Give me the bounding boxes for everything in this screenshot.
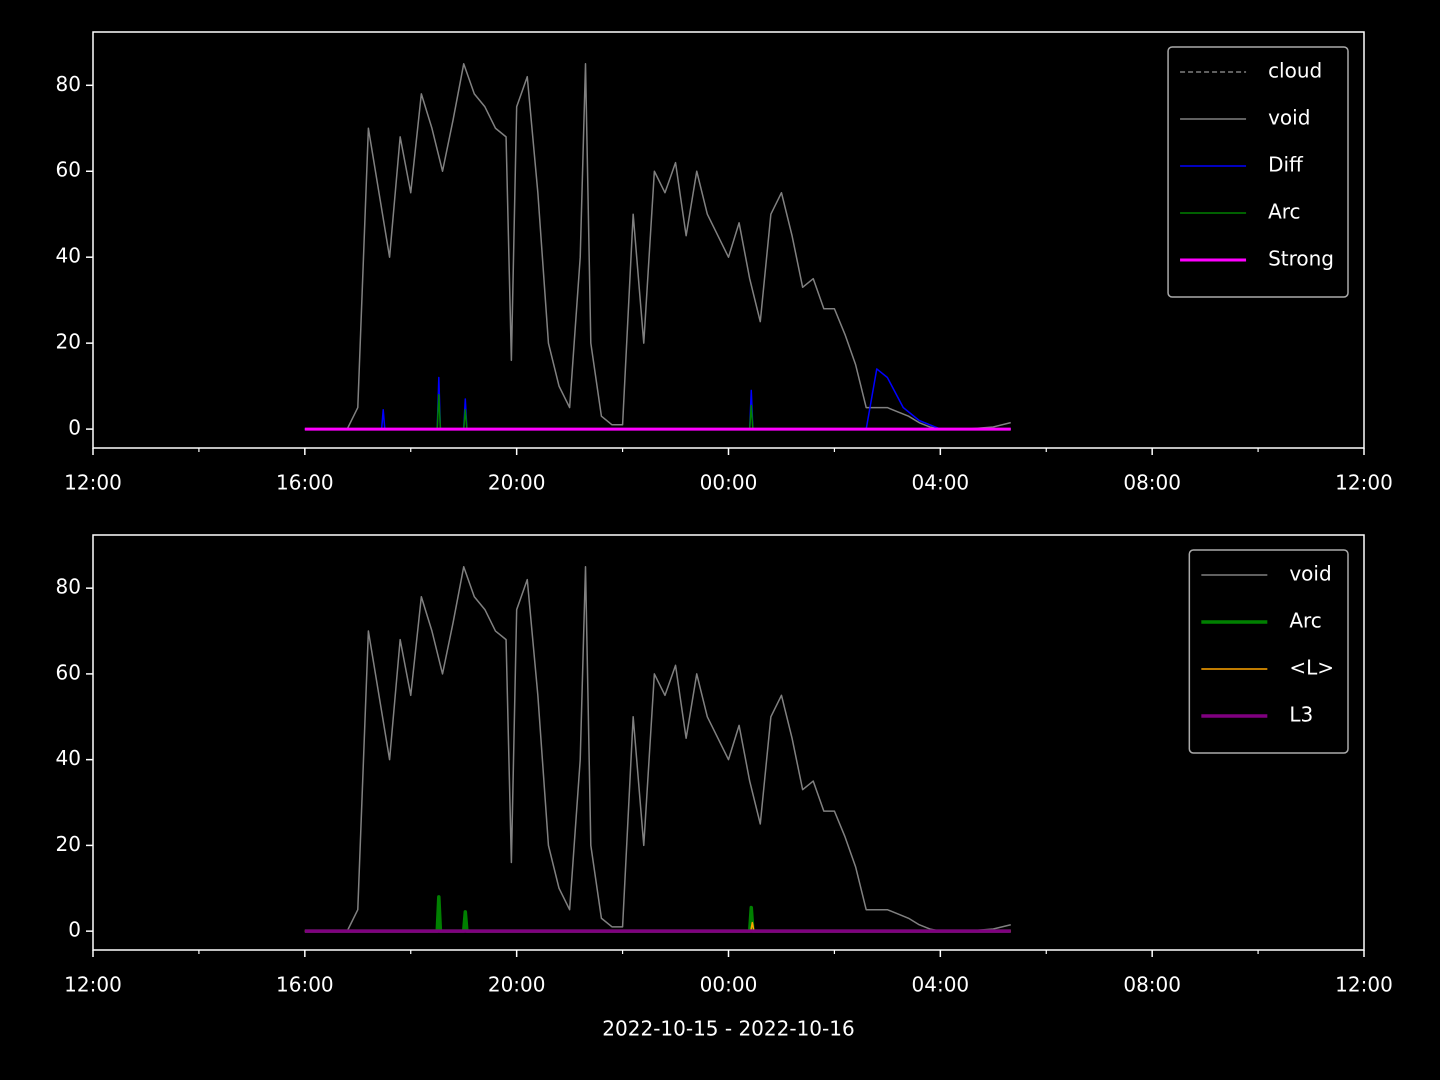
legend-label: cloud: [1268, 59, 1322, 83]
x-tick-label: 04:00: [912, 973, 970, 997]
x-tick-label: 00:00: [700, 973, 758, 997]
y-tick-label: 40: [56, 244, 81, 268]
legend-box: [1188, 549, 1349, 754]
data-line: [304, 63, 1011, 430]
x-tick-label: 12:00: [64, 973, 122, 997]
y-tick-label: 20: [56, 832, 81, 856]
legend-label: <L>: [1289, 656, 1334, 680]
y-tick-label: 20: [56, 330, 81, 354]
x-tick-label: 04:00: [912, 471, 970, 495]
data-line: [304, 393, 1011, 430]
legend: void Arc <L> L3: [1188, 549, 1349, 754]
x-axis-label: 2022-10-15 - 2022-10-16: [602, 1017, 854, 1041]
legend-box: [1167, 46, 1349, 298]
x-tick-label: 12:00: [64, 471, 122, 495]
legend-label: Arc: [1289, 609, 1321, 633]
x-tick-label: 08:00: [1123, 471, 1181, 495]
x-tick-label: 16:00: [276, 471, 334, 495]
legend: cloud void Diff Arc Strong: [1167, 46, 1349, 298]
legend-label: L3: [1289, 703, 1313, 727]
y-tick-label: 40: [56, 746, 81, 770]
y-tick-label: 0: [68, 416, 81, 440]
y-tick-label: 0: [68, 918, 81, 942]
legend-label: void: [1268, 106, 1310, 130]
legend-label: Diff: [1268, 153, 1304, 177]
y-tick-label: 60: [56, 660, 81, 684]
x-tick-label: 20:00: [488, 973, 546, 997]
y-tick-label: 60: [56, 158, 81, 182]
x-tick-label: 00:00: [700, 471, 758, 495]
axes-frame: [92, 534, 1365, 951]
data-line: [304, 565, 1011, 932]
legend-label: Strong: [1268, 247, 1334, 271]
axes-frame: [92, 31, 1365, 449]
x-tick-label: 12:00: [1335, 973, 1393, 997]
data-line: [304, 895, 1011, 933]
x-tick-label: 16:00: [276, 973, 334, 997]
x-tick-label: 08:00: [1123, 973, 1181, 997]
x-tick-label: 12:00: [1335, 471, 1393, 495]
y-tick-label: 80: [56, 575, 81, 599]
y-tick-label: 80: [56, 72, 81, 96]
legend-label: Arc: [1268, 200, 1300, 224]
legend-label: void: [1289, 562, 1331, 586]
x-tick-label: 20:00: [488, 471, 546, 495]
